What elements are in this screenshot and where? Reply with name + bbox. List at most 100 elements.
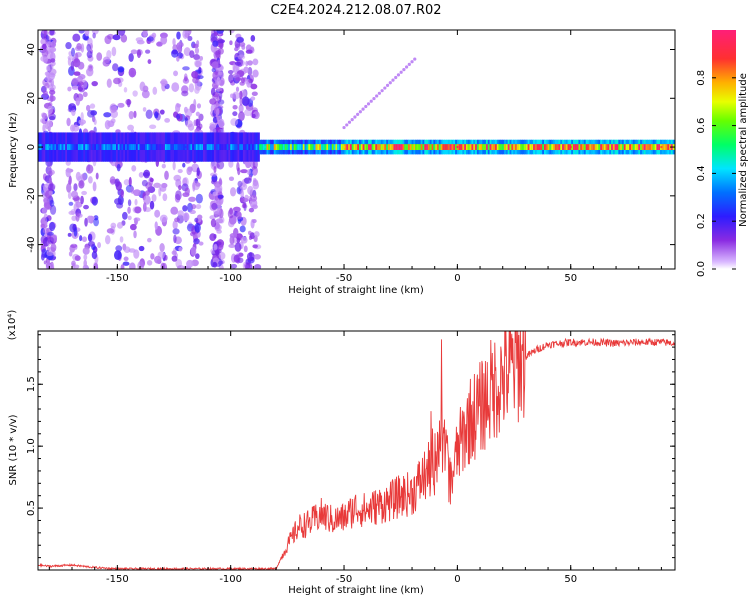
spectrogram-cell [68, 201, 74, 206]
spectrogram-cell [141, 89, 150, 99]
spectrogram-cell [373, 144, 376, 150]
spectrogram-cell [398, 144, 402, 150]
spectrogram-cell [65, 160, 71, 166]
spectrogram-cell [49, 30, 55, 36]
spectrogram-cell [192, 144, 195, 150]
spectrogram-cell [281, 144, 284, 150]
spectrogram-cell [297, 144, 300, 150]
spectrogram-cell [138, 245, 145, 252]
spectrogram-cell [482, 144, 485, 150]
spectrogram-cell [366, 102, 371, 106]
spectrogram-cell [304, 144, 308, 150]
spectrogram-cell [78, 180, 85, 189]
spectrogram-cell [311, 144, 315, 150]
spectrogram-cell [106, 228, 115, 234]
colorbar-tick-label: 0.0 [696, 261, 707, 277]
spectrogram-cell [218, 99, 225, 105]
spectrogram-cell [213, 166, 217, 174]
spectrogram-cell [235, 77, 242, 82]
spectrogram-cell [388, 81, 392, 85]
spectrogram-cell [68, 144, 72, 150]
spectrogram-cell [139, 144, 142, 150]
spectrogram-cell [65, 41, 72, 50]
spectrogram-cell [484, 144, 487, 150]
spectrogram-cell [188, 196, 196, 202]
spectrogram-cell [229, 232, 238, 239]
spectrogram-cell [186, 144, 190, 150]
spectrogram-cell [215, 87, 223, 92]
colorbar: 0.0 0.2 0.4 0.6 0.8 Normalized spectral ampl… [696, 30, 749, 277]
spectrogram-cell [245, 49, 253, 54]
spectrogram-cell [161, 144, 164, 150]
spectrogram-cell [49, 89, 56, 95]
spectrogram-cell [80, 195, 84, 205]
spectrogram-cell [399, 70, 403, 74]
spectrogram-cell [142, 30, 148, 37]
spectrogram-cell [152, 86, 158, 95]
spectrogram-cell [270, 144, 273, 150]
spectrogram-cell [241, 144, 244, 150]
spectrogram-cell [215, 49, 221, 59]
spectrogram-cell [232, 105, 238, 110]
spectrogram-cell [112, 63, 119, 72]
spectrogram-cell [271, 144, 275, 150]
spectrogram-cell [120, 34, 128, 43]
spectrogram-cell [520, 144, 523, 150]
spectrogram-cell [91, 196, 98, 206]
spectrogram-cell [123, 179, 130, 186]
spectrogram-point [569, 145, 572, 149]
spectrogram-cell [160, 262, 166, 269]
spectrogram-cell [119, 236, 124, 243]
spectrogram-cell [65, 144, 68, 150]
spectrogram-cell [63, 144, 66, 150]
spectrogram-cell [234, 242, 242, 252]
spectrogram-cell [127, 215, 132, 221]
colorbar-gradient [712, 30, 736, 269]
spectrogram-cell [162, 193, 168, 202]
spectrogram-cell [159, 243, 165, 252]
spectrogram-cell [130, 223, 137, 231]
spectrogram-cell [465, 144, 469, 150]
spectrogram-cell [44, 82, 50, 89]
spectrogram-cell [440, 144, 444, 150]
spectrogram-cell [85, 144, 88, 150]
spectrogram-cell [480, 144, 483, 150]
colorbar-tick-label: 0.8 [696, 70, 707, 86]
spectrogram-cell [81, 190, 88, 196]
spectrogram-cell [621, 144, 625, 150]
spectrogram-cell [578, 144, 581, 150]
spectrogram-cell [375, 144, 378, 150]
spectrogram-cell [128, 67, 137, 78]
spectrogram-cell [210, 87, 216, 96]
spectrogram-cell [418, 144, 422, 150]
spectrogram-cell [69, 223, 77, 233]
spectrogram-cell [212, 144, 215, 150]
spectrogram-cell [462, 144, 465, 150]
spectrogram-cell [212, 261, 218, 268]
spectrogram-cell [246, 169, 251, 175]
chart-title: C2E4.2024.212.08.07.R02 [270, 3, 441, 18]
spectrogram-cell [173, 234, 177, 244]
spectrogram-cell [76, 43, 82, 50]
spectrogram-cell [195, 144, 199, 150]
spectrogram-cell [213, 243, 218, 252]
spectrogram-cell [195, 118, 201, 128]
spectrogram-cell [188, 83, 195, 93]
spectrogram-cell [632, 144, 636, 150]
spectrogram-cell [446, 144, 449, 150]
spectrogram-cell [572, 144, 576, 150]
spectrogram-cell [126, 98, 131, 108]
spectrogram-cell [47, 183, 56, 192]
spectrogram-cell [364, 144, 367, 150]
spectrogram-cell [238, 111, 245, 122]
spectrogram-cell [252, 58, 259, 66]
spectrogram-cell [199, 144, 202, 150]
spectrogram-cell [198, 241, 204, 246]
spectrogram-cell [82, 91, 88, 98]
spectrogram-cell [209, 98, 217, 105]
spectrogram-cell [257, 144, 260, 150]
spectrogram-cell [155, 144, 159, 150]
spectrogram-cell [49, 199, 55, 207]
spectrogram-cell [134, 198, 138, 206]
spectrogram-cell [491, 144, 494, 150]
